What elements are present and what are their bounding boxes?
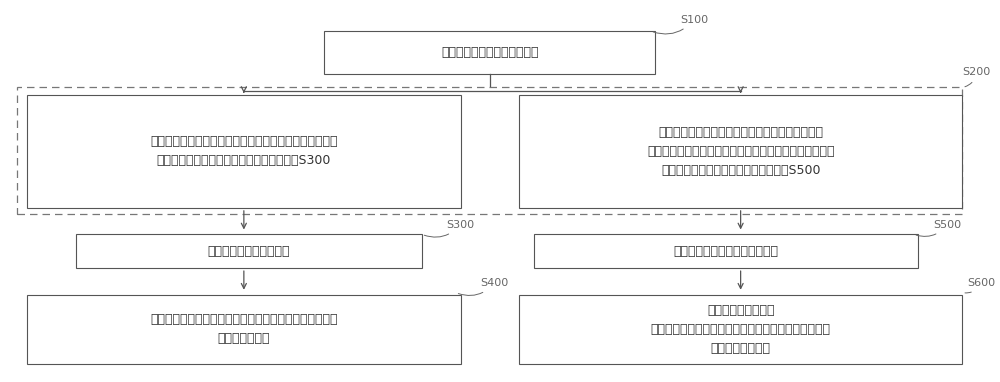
- FancyBboxPatch shape: [534, 234, 918, 268]
- Text: 若该水温在所述第一预设时间内持续低于其预设值
，则关闭所述第一电磁阀和所述第二电磁阀，打开所述第
三电磁阀和所述空气源热泵，执行步骤S500: 若该水温在所述第一预设时间内持续低于其预设值 ，则关闭所述第一电磁阀和所述第二电…: [647, 126, 834, 177]
- Text: S500: S500: [916, 220, 961, 236]
- Text: 检测所述太阳能热水器的水温: 检测所述太阳能热水器的水温: [441, 46, 539, 59]
- Text: 检测所述保温桶中的水位和水温: 检测所述保温桶中的水位和水温: [674, 245, 779, 258]
- Text: S600: S600: [965, 278, 995, 293]
- FancyBboxPatch shape: [519, 295, 962, 364]
- Text: S300: S300: [424, 220, 474, 237]
- FancyBboxPatch shape: [76, 234, 422, 268]
- Text: 若该自来水水位和／
或水温达到各自的预设值，则关闭所述第三电磁阀和／
或所述空气源热泵: 若该自来水水位和／ 或水温达到各自的预设值，则关闭所述第三电磁阀和／ 或所述空气…: [651, 304, 831, 355]
- FancyBboxPatch shape: [324, 31, 655, 74]
- Text: S400: S400: [458, 278, 508, 296]
- Text: 若该水温达到其预设值，则打开所述第一电磁阀和所述第
二电磁阀，关闭所述第三电磁阀，执行步骤S300: 若该水温达到其预设值，则打开所述第一电磁阀和所述第 二电磁阀，关闭所述第三电磁阀…: [150, 136, 338, 167]
- Text: S100: S100: [653, 15, 708, 34]
- Text: 若该自来水水位达到其预设值，则关闭所述第一电磁阀和
所述第二电磁阀: 若该自来水水位达到其预设值，则关闭所述第一电磁阀和 所述第二电磁阀: [150, 313, 338, 345]
- FancyBboxPatch shape: [27, 295, 461, 364]
- FancyBboxPatch shape: [27, 95, 461, 208]
- Text: S200: S200: [962, 67, 990, 87]
- FancyBboxPatch shape: [519, 95, 962, 208]
- Text: 检测所述保温桶中的水位: 检测所述保温桶中的水位: [207, 245, 290, 258]
